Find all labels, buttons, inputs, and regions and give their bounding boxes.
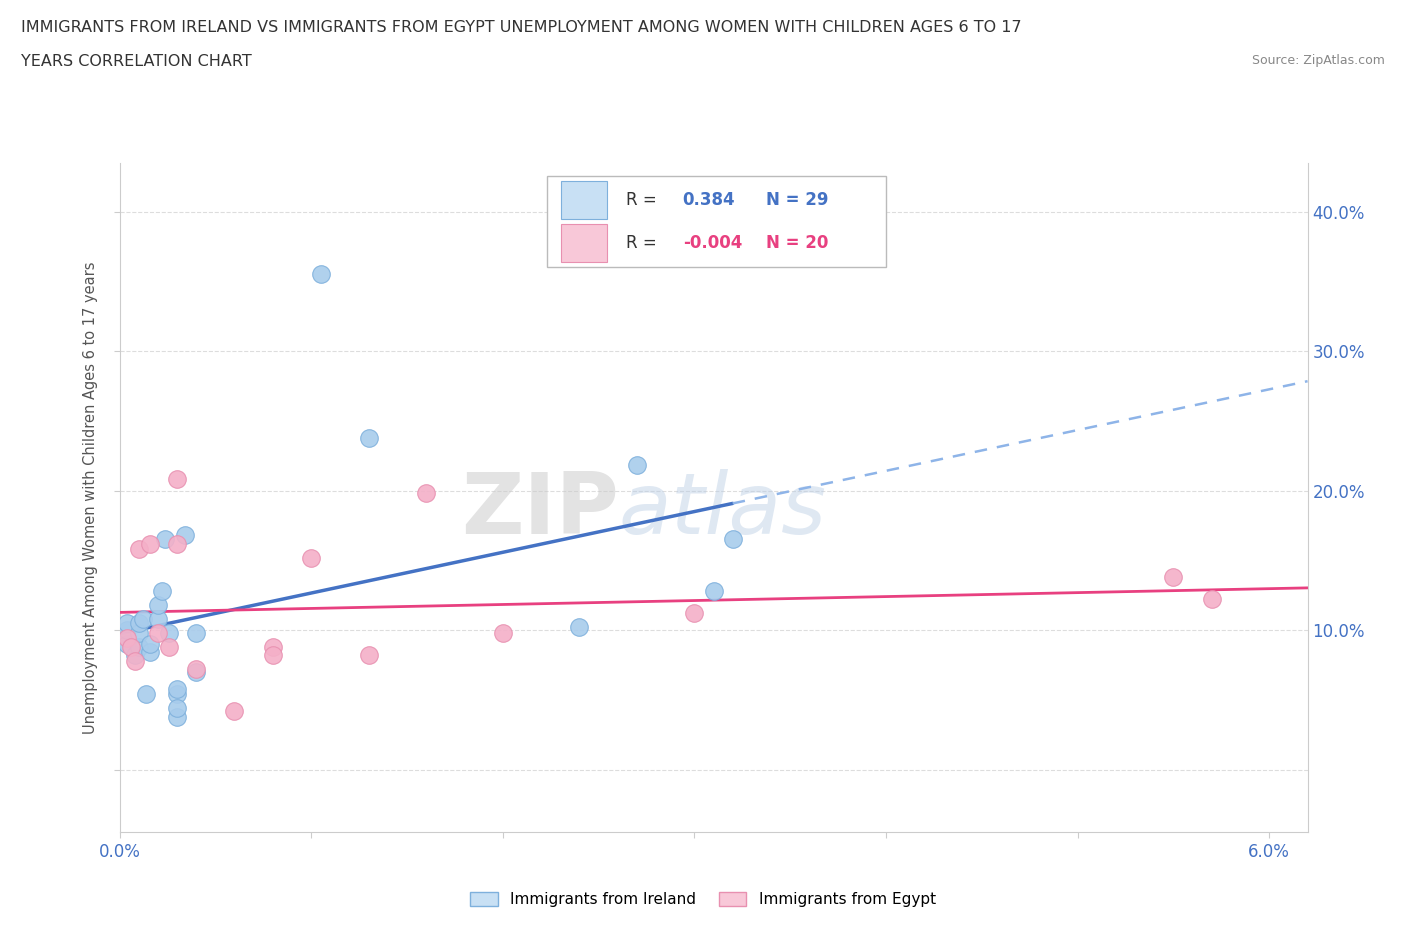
Point <box>309 267 332 282</box>
Y-axis label: Unemployment Among Women with Children Ages 6 to 17 years: Unemployment Among Women with Children A… <box>83 261 98 734</box>
Text: IMMIGRANTS FROM IRELAND VS IMMIGRANTS FROM EGYPT UNEMPLOYMENT AMONG WOMEN WITH C: IMMIGRANTS FROM IRELAND VS IMMIGRANTS FR… <box>21 20 1022 35</box>
Point <box>568 620 591 635</box>
Point <box>166 701 188 716</box>
Legend: Immigrants from Ireland, Immigrants from Egypt: Immigrants from Ireland, Immigrants from… <box>464 885 942 913</box>
Point <box>146 612 169 627</box>
Text: Source: ZipAtlas.com: Source: ZipAtlas.com <box>1251 54 1385 67</box>
Point <box>115 631 138 645</box>
Point <box>166 686 188 702</box>
Point <box>146 598 169 613</box>
Point <box>150 584 173 599</box>
Point <box>683 606 706 621</box>
Text: 0.384: 0.384 <box>683 191 735 208</box>
Point <box>146 625 169 640</box>
Text: YEARS CORRELATION CHART: YEARS CORRELATION CHART <box>21 54 252 69</box>
Point <box>166 472 188 487</box>
Point <box>139 645 162 660</box>
Text: -0.004: -0.004 <box>683 234 742 252</box>
Point <box>186 662 208 677</box>
Point <box>262 640 284 655</box>
Point <box>128 541 150 556</box>
Text: N = 29: N = 29 <box>766 191 828 208</box>
Point <box>166 536 188 551</box>
Point <box>155 532 177 547</box>
Text: atlas: atlas <box>619 470 827 552</box>
Point <box>124 653 146 668</box>
Point <box>173 528 195 543</box>
Point <box>139 637 162 652</box>
Point <box>120 640 142 655</box>
Point <box>115 637 138 652</box>
Point <box>115 616 138 631</box>
Point <box>135 686 157 702</box>
Point <box>492 625 515 640</box>
Point <box>721 532 744 547</box>
Point <box>128 625 150 640</box>
Text: N = 20: N = 20 <box>766 234 828 252</box>
Point <box>299 551 322 565</box>
Text: R =: R = <box>626 191 657 208</box>
Point <box>131 612 153 627</box>
Point <box>128 640 150 655</box>
Point <box>702 584 725 599</box>
Point <box>139 536 162 551</box>
Point <box>224 704 246 719</box>
Point <box>262 647 284 662</box>
Point <box>157 640 180 655</box>
Point <box>626 458 648 472</box>
Point <box>186 664 208 679</box>
Point <box>166 710 188 724</box>
Text: ZIP: ZIP <box>461 470 619 552</box>
Point <box>166 681 188 696</box>
Point <box>124 647 146 662</box>
Point <box>157 625 180 640</box>
Point <box>357 647 380 662</box>
Point <box>115 623 138 638</box>
Point <box>415 485 437 500</box>
Point <box>1201 592 1223 607</box>
FancyBboxPatch shape <box>561 224 606 262</box>
Point <box>1163 569 1185 585</box>
FancyBboxPatch shape <box>561 180 606 219</box>
FancyBboxPatch shape <box>547 176 886 267</box>
Point <box>357 430 380 445</box>
Point <box>128 616 150 631</box>
Text: R =: R = <box>626 234 657 252</box>
Point <box>186 625 208 640</box>
